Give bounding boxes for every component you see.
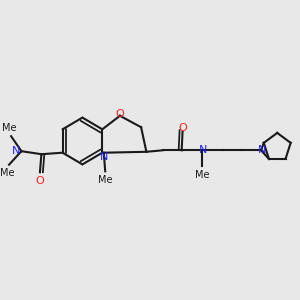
- Text: O: O: [178, 123, 187, 133]
- Text: Me: Me: [2, 123, 17, 133]
- Text: Me: Me: [98, 175, 112, 185]
- Text: Me: Me: [0, 168, 15, 178]
- Text: N: N: [12, 146, 20, 156]
- Text: N: N: [100, 152, 109, 162]
- Text: N: N: [199, 145, 207, 155]
- Text: Me: Me: [195, 169, 209, 179]
- Text: O: O: [116, 109, 124, 119]
- Text: N: N: [258, 145, 266, 155]
- Text: O: O: [36, 176, 44, 186]
